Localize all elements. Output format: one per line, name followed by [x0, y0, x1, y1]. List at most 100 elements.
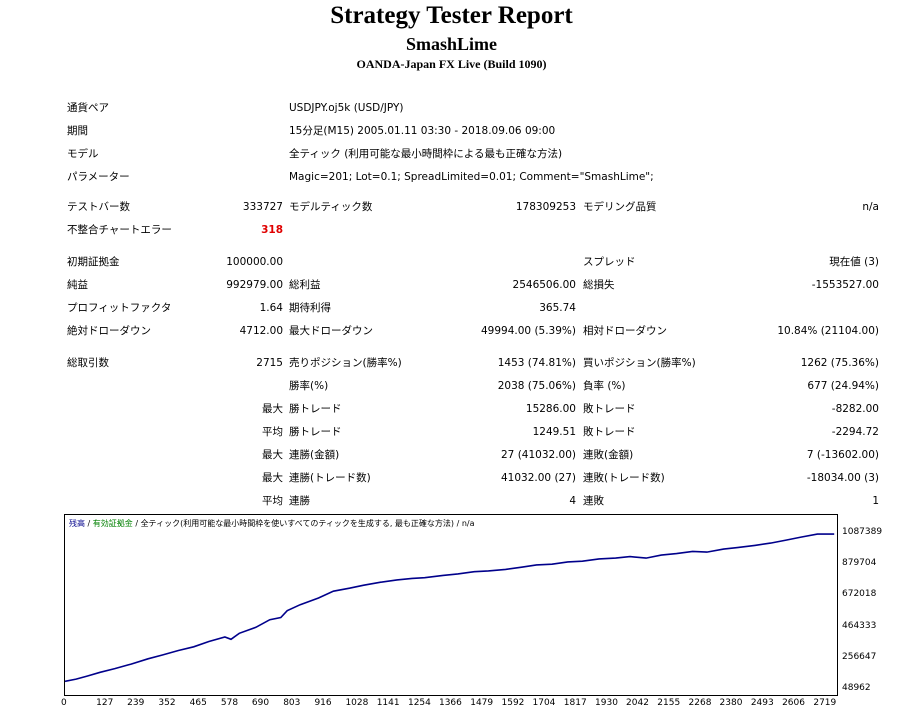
expected-value: 365.74 [539, 302, 576, 314]
total-value: 2715 [256, 357, 283, 369]
max-loss-label: 敗トレード [583, 403, 636, 415]
x-tick-label: 2380 [719, 698, 743, 708]
legend-equity: 有効証拠金 [92, 519, 133, 528]
params-value: Magic=201; Lot=0.1; SpreadLimited=0.01; … [289, 171, 654, 183]
legend-sep-3: / [454, 519, 462, 528]
long-value: 1262 (75.36%) [800, 357, 879, 369]
gross-loss-value: -1553527.00 [811, 279, 879, 291]
gross-loss-label: 総損失 [583, 279, 615, 291]
x-tick-label: 2719 [813, 698, 837, 708]
avg-consec-losses-label: 連敗 [583, 495, 604, 507]
x-tick-label: 2155 [657, 698, 681, 708]
model-label: モデル [67, 148, 99, 160]
legend-quality: n/a [461, 519, 475, 528]
x-tick-label: 916 [314, 698, 332, 708]
broker-build: OANDA-Japan FX Live (Build 1090) [356, 57, 547, 71]
y-tick-label: 1087389 [842, 527, 883, 537]
loss-pct-value: 677 (24.94%) [807, 380, 879, 392]
avg-consec-losses-value: 1 [872, 495, 879, 507]
net-value: 992979.00 [226, 279, 283, 291]
period-value: 15分足(M15) 2005.01.11 03:30 - 2018.09.06 … [289, 125, 556, 137]
ticks-label: モデルティック数 [289, 201, 373, 213]
y-tick-label: 464333 [842, 620, 877, 631]
x-tick-label: 803 [283, 698, 301, 708]
avg-consec-wins-label: 連勝 [289, 495, 310, 507]
x-tick-label: 1254 [407, 698, 431, 708]
loss-pct-label: 負率 (%) [583, 380, 626, 392]
x-tick-label: 2042 [626, 698, 649, 708]
total-label: 総取引数 [67, 357, 109, 369]
rel-dd-label: 相対ドローダウン [583, 325, 667, 337]
max-win-label: 勝トレード [289, 403, 342, 415]
x-tick-label: 578 [220, 698, 239, 708]
expert-name: SmashLime [405, 34, 497, 54]
gross-profit-value: 2546506.00 [512, 279, 576, 291]
consec-losses-label: 連敗(金額) [583, 449, 634, 461]
spread-value: 現在値 (3) [829, 256, 879, 268]
abs-dd-value: 4712.00 [239, 325, 283, 337]
bars-label: テストバー数 [67, 201, 130, 213]
y-tick-label: 879704 [842, 558, 877, 569]
chart-legend: 残高 / 有効証拠金 / 全ティック(利用可能な最小時間枠を使いすべてのティック… [69, 518, 475, 529]
max-win-value: 15286.00 [525, 403, 576, 415]
x-tick-label: 239 [127, 698, 145, 708]
gross-profit-label: 総利益 [289, 279, 321, 291]
period-label: 期間 [67, 125, 88, 137]
avg-consec-wins-value: 4 [569, 495, 576, 507]
consec-wins-label: 連勝(金額) [289, 449, 340, 461]
x-tick-label: 1028 [345, 698, 369, 708]
x-tick-label: 127 [96, 698, 114, 708]
win-pct-value: 2038 (75.06%) [497, 380, 576, 392]
pf-value: 1.64 [259, 302, 283, 314]
model-value: 全ティック (利用可能な最小時間枠による最も正確な方法) [289, 148, 563, 160]
legend-model: 全ティック(利用可能な最小時間枠を使いすべてのティックを生成する, 最も正確な方… [140, 519, 455, 528]
pf-label: プロフィットファクタ [67, 302, 172, 314]
x-tick-label: 2493 [750, 698, 774, 708]
avg-loss-label: 敗トレード [583, 426, 636, 438]
x-tick-label: 1930 [595, 698, 618, 708]
bars-value: 333727 [242, 201, 283, 213]
rel-dd-value: 10.84% (21104.00) [777, 325, 879, 337]
max-label-3: 最大 [262, 472, 283, 484]
legend-balance: 残高 [69, 519, 85, 528]
consec-losses-value: 7 (-13602.00) [806, 449, 879, 461]
balance-chart: 残高 / 有効証拠金 / 全ティック(利用可能な最小時間枠を使いすべてのティック… [64, 514, 838, 696]
long-label: 買いポジション(勝率%) [583, 357, 696, 369]
report-title: Strategy Tester Report [330, 2, 573, 29]
avg-win-value: 1249.51 [532, 426, 576, 438]
x-tick-label: 352 [158, 698, 176, 708]
deposit-value: 100000.00 [226, 256, 283, 268]
x-tick-label: 1479 [470, 698, 494, 708]
short-value: 1453 (74.81%) [497, 357, 576, 369]
x-tick-label: 465 [189, 698, 207, 708]
x-tick-label: 1592 [501, 698, 525, 708]
x-tick-label: 1817 [563, 698, 587, 708]
x-tick-label: 2606 [782, 698, 805, 708]
max-label: 最大 [262, 403, 283, 415]
legend-sep-1: / [85, 519, 93, 528]
symbol-value: USDJPY.oj5k (USD/JPY) [289, 102, 404, 114]
avg-loss-value: -2294.72 [831, 426, 879, 438]
win-pct-label: 勝率(%) [289, 380, 329, 392]
balance-line-0 [65, 533, 835, 683]
max-label-2: 最大 [262, 449, 283, 461]
legend-sep-2: / [132, 519, 141, 528]
consec-profit-value: 41032.00 (27) [501, 472, 576, 484]
consec-wins-value: 27 (41032.00) [501, 449, 576, 461]
consec-loss-value: -18034.00 (3) [806, 472, 879, 484]
x-tick-label: 0 [61, 698, 67, 708]
x-tick-label: 690 [251, 698, 270, 708]
y-tick-label: 672018 [842, 589, 877, 600]
y-tick-label: 48962 [842, 683, 871, 693]
x-tick-label: 1366 [438, 698, 462, 708]
avg-label: 平均 [262, 426, 283, 438]
x-tick-label: 2268 [688, 698, 712, 708]
x-tick-label: 1141 [376, 698, 400, 708]
max-dd-value: 49994.00 (5.39%) [481, 325, 576, 337]
expected-label: 期待利得 [289, 302, 331, 314]
max-loss-value: -8282.00 [831, 403, 879, 415]
ticks-value: 178309253 [515, 201, 576, 213]
spread-label: スプレッド [583, 256, 636, 268]
consec-loss-label: 連敗(トレード数) [583, 472, 665, 484]
x-tick-label: 1704 [532, 698, 556, 708]
